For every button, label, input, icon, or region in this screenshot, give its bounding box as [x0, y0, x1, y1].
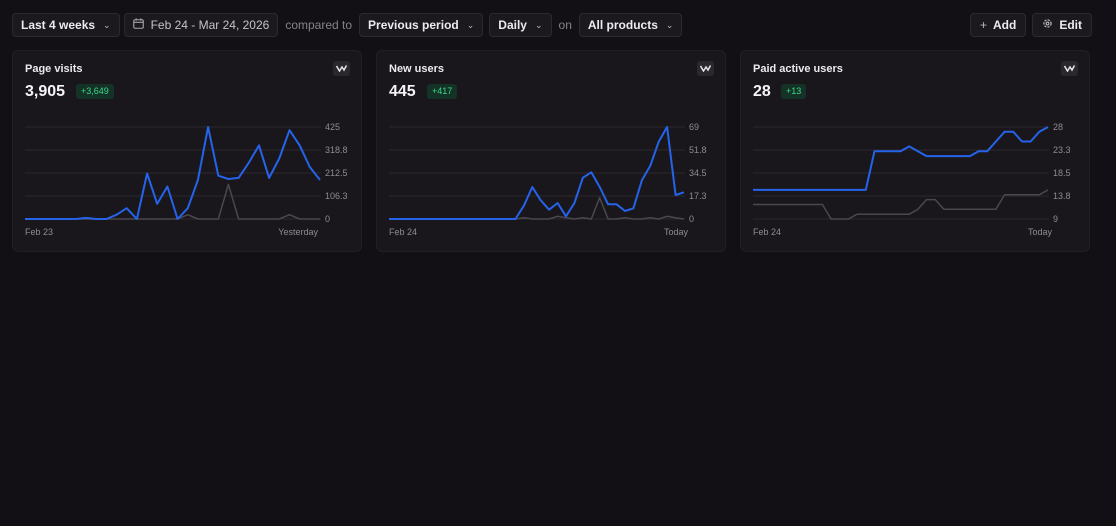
chart-type-icon[interactable]	[333, 61, 350, 76]
card-title: Paid active users	[753, 63, 843, 75]
toolbar: Last 4 weeks ⌄ Feb 24 - Mar 24, 2026 com…	[12, 13, 1092, 37]
granularity-dropdown[interactable]: Daily ⌄	[489, 13, 552, 37]
on-text: on	[558, 18, 572, 32]
y-tick-label: 34.5	[689, 168, 707, 178]
chevron-down-icon: ⌄	[534, 19, 543, 30]
y-tick-label: 18.5	[1053, 168, 1071, 178]
chevron-down-icon: ⌄	[103, 19, 111, 30]
metric-card-paid-active-users[interactable]: Paid active users 28 +13 28 23.3 18.5 13.8 9…	[740, 50, 1090, 252]
metric-card-page-visits[interactable]: Page visits 3,905 +3,649 425 318.8 212.5 10…	[12, 50, 362, 252]
date-range-label: Feb 24 - Mar 24, 2026	[150, 18, 270, 32]
x-axis-end-label: Today	[663, 227, 688, 237]
products-dropdown[interactable]: All products ⌄	[578, 13, 683, 37]
gear-icon	[1042, 18, 1053, 32]
calendar-icon	[132, 18, 144, 32]
current-period-line	[389, 126, 685, 220]
card-title: New users	[389, 63, 445, 75]
range-label: Last 4 weeks	[21, 18, 96, 32]
y-tick-label: 0	[325, 214, 330, 224]
y-tick-label: 318.8	[325, 145, 348, 155]
add-button[interactable]: + Add	[969, 13, 1027, 37]
card-value: 28	[753, 83, 771, 100]
plus-icon: +	[979, 18, 987, 32]
comparison-label: Previous period	[368, 18, 459, 32]
add-label: Add	[993, 18, 1017, 32]
line-chart: 425 318.8 212.5 106.3 0	[25, 122, 348, 224]
y-tick-label: 212.5	[325, 168, 348, 178]
y-tick-label: 28	[1053, 122, 1063, 132]
current-period-line	[753, 126, 1049, 191]
y-tick-label: 23.3	[1053, 145, 1071, 155]
line-chart: 28 23.3 18.5 13.8 9	[753, 122, 1071, 224]
y-tick-label: 69	[689, 122, 699, 132]
current-period-line	[25, 126, 321, 220]
y-tick-label: 106.3	[325, 191, 348, 201]
edit-label: Edit	[1059, 18, 1082, 32]
date-range-picker[interactable]: Feb 24 - Mar 24, 2026	[123, 13, 279, 37]
x-axis-end-label: Yesterday	[278, 227, 318, 237]
granularity-label: Daily	[498, 18, 527, 32]
edit-button[interactable]: Edit	[1032, 13, 1092, 37]
metric-card-new-users[interactable]: New users 445 +417 69 51.8 34.5 17.3 0 Feb 2…	[376, 50, 726, 252]
chart-type-icon[interactable]	[697, 61, 714, 76]
x-axis-start-label: Feb 24	[753, 227, 782, 237]
card-value: 3,905	[25, 83, 66, 100]
y-tick-label: 17.3	[689, 191, 707, 201]
delta-badge: +3,649	[76, 84, 114, 99]
y-tick-label: 13.8	[1053, 191, 1071, 201]
chevron-down-icon: ⌄	[466, 19, 475, 30]
chart-type-icon[interactable]	[1061, 61, 1078, 76]
y-tick-label: 425	[325, 122, 340, 132]
previous-period-line	[389, 196, 685, 220]
line-chart: 69 51.8 34.5 17.3 0	[389, 122, 707, 224]
x-axis-start-label: Feb 23	[25, 227, 54, 237]
compared-to-text: compared to	[285, 18, 353, 32]
previous-period-line	[753, 189, 1049, 220]
delta-badge: +13	[781, 84, 807, 99]
x-axis-start-label: Feb 24	[389, 227, 418, 237]
y-tick-label: 51.8	[689, 145, 707, 155]
delta-badge: +417	[427, 84, 458, 99]
range-dropdown[interactable]: Last 4 weeks ⌄	[12, 13, 120, 37]
card-value: 445	[389, 83, 416, 100]
y-tick-label: 0	[689, 214, 694, 224]
comparison-dropdown[interactable]: Previous period ⌄	[359, 13, 484, 37]
products-label: All products	[587, 18, 658, 32]
x-axis-end-label: Today	[1027, 227, 1052, 237]
chevron-down-icon: ⌄	[665, 19, 674, 30]
card-title: Page visits	[25, 63, 83, 75]
y-tick-label: 9	[1053, 214, 1058, 224]
